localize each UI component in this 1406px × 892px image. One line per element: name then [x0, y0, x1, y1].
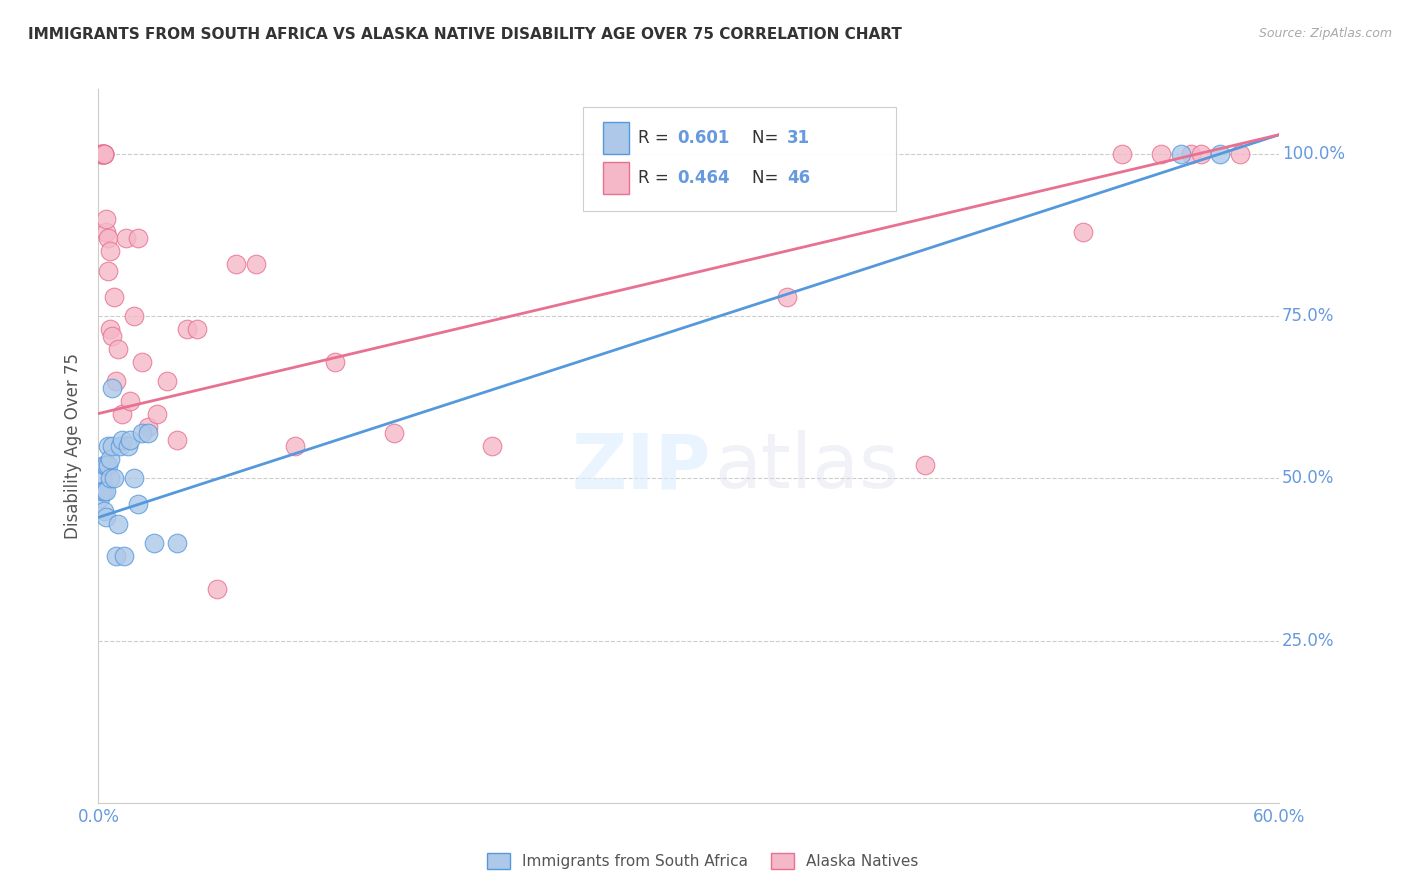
Point	[91, 147, 114, 161]
Point	[245, 257, 267, 271]
Point	[97, 458, 120, 473]
Point	[186, 322, 208, 336]
Text: 31: 31	[787, 128, 810, 146]
Point	[103, 290, 125, 304]
Point	[166, 433, 188, 447]
Point	[103, 471, 125, 485]
Point	[131, 425, 153, 440]
Text: R =: R =	[638, 169, 673, 187]
Point	[914, 458, 936, 473]
Point	[112, 549, 135, 564]
Point	[1229, 147, 1251, 161]
Point	[101, 328, 124, 343]
Point	[382, 425, 405, 440]
Text: 25.0%: 25.0%	[1282, 632, 1334, 649]
Point	[1150, 147, 1173, 161]
Point	[146, 407, 169, 421]
Y-axis label: Disability Age Over 75: Disability Age Over 75	[65, 353, 83, 539]
Point	[96, 225, 118, 239]
Point	[117, 439, 139, 453]
Point	[93, 147, 115, 161]
Point	[118, 433, 141, 447]
Point	[166, 536, 188, 550]
Text: N=: N=	[752, 128, 783, 146]
Text: R =: R =	[638, 128, 673, 146]
Point	[96, 510, 118, 524]
Point	[91, 147, 114, 161]
Point	[481, 439, 503, 453]
Point	[107, 342, 129, 356]
Point	[205, 582, 228, 596]
Point	[108, 439, 131, 453]
Point	[96, 458, 118, 473]
Text: 50.0%: 50.0%	[1282, 469, 1334, 487]
Point	[225, 257, 247, 271]
Point	[97, 231, 120, 245]
Point	[98, 471, 121, 485]
Point	[89, 491, 111, 505]
Point	[118, 393, 141, 408]
Legend: Immigrants from South Africa, Alaska Natives: Immigrants from South Africa, Alaska Nat…	[481, 847, 925, 875]
Point	[323, 354, 346, 368]
Point	[156, 374, 179, 388]
Text: atlas: atlas	[714, 431, 900, 504]
Bar	[603, 121, 628, 153]
Text: 0.601: 0.601	[678, 128, 730, 146]
Point	[89, 147, 111, 161]
Text: 0.464: 0.464	[678, 169, 730, 187]
Point	[93, 458, 115, 473]
Point	[136, 419, 159, 434]
Point	[1111, 147, 1133, 161]
Point	[93, 147, 115, 161]
Point	[91, 471, 114, 485]
Point	[131, 354, 153, 368]
Point	[1071, 225, 1094, 239]
Point	[93, 147, 115, 161]
Text: N=: N=	[752, 169, 783, 187]
Point	[93, 147, 115, 161]
Point	[122, 471, 145, 485]
Point	[97, 264, 120, 278]
Point	[111, 433, 134, 447]
Point	[105, 374, 128, 388]
Point	[111, 407, 134, 421]
Point	[284, 439, 307, 453]
Text: 46: 46	[787, 169, 810, 187]
Point	[91, 147, 114, 161]
Point	[776, 290, 799, 304]
Text: ZIP: ZIP	[572, 431, 711, 504]
Text: 100.0%: 100.0%	[1282, 145, 1344, 163]
Point	[1170, 147, 1192, 161]
Point	[127, 497, 149, 511]
Point	[127, 231, 149, 245]
FancyBboxPatch shape	[582, 107, 896, 211]
Point	[93, 147, 115, 161]
Point	[1209, 147, 1232, 161]
Point	[98, 322, 121, 336]
Point	[176, 322, 198, 336]
Text: IMMIGRANTS FROM SOUTH AFRICA VS ALASKA NATIVE DISABILITY AGE OVER 75 CORRELATION: IMMIGRANTS FROM SOUTH AFRICA VS ALASKA N…	[28, 27, 903, 42]
Point	[142, 536, 165, 550]
Point	[96, 484, 118, 499]
Point	[101, 439, 124, 453]
Point	[115, 231, 138, 245]
Point	[122, 310, 145, 324]
Point	[98, 452, 121, 467]
Text: 75.0%: 75.0%	[1282, 307, 1334, 326]
Point	[105, 549, 128, 564]
Point	[1180, 147, 1202, 161]
Text: Source: ZipAtlas.com: Source: ZipAtlas.com	[1258, 27, 1392, 40]
Point	[1189, 147, 1212, 161]
Point	[96, 211, 118, 226]
Point	[98, 244, 121, 259]
Point	[93, 504, 115, 518]
Point	[136, 425, 159, 440]
Point	[107, 516, 129, 531]
Bar	[603, 162, 628, 194]
Point	[93, 484, 115, 499]
Point	[97, 439, 120, 453]
Point	[91, 484, 114, 499]
Point	[101, 381, 124, 395]
